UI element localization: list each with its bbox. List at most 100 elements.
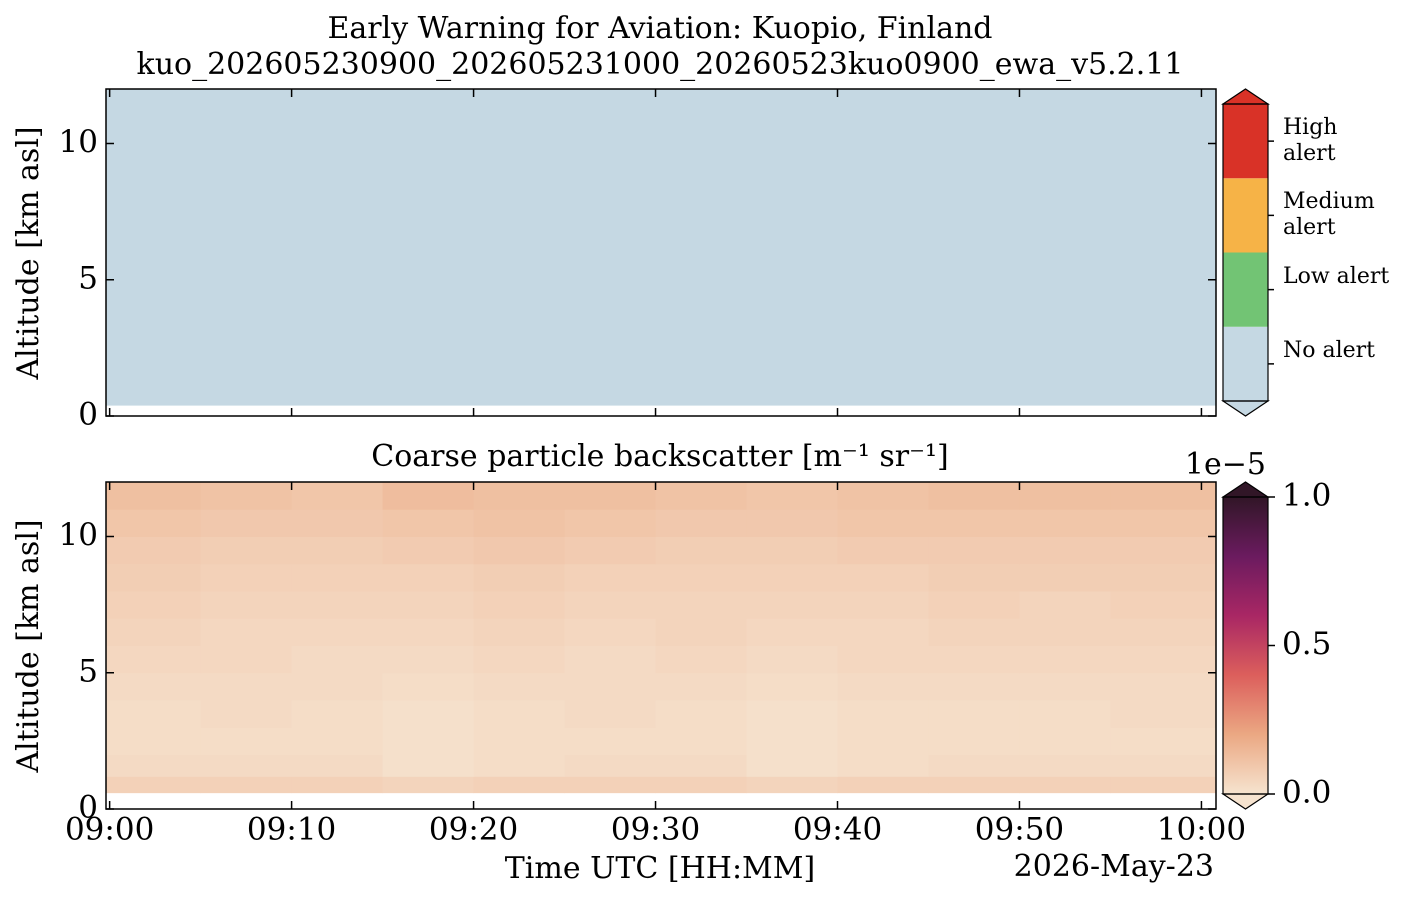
heatmap-cell [655,700,748,728]
chart-subtitle: kuo_202605230900_202605231000_20260523ku… [137,47,1184,82]
colorbar-segment [1223,326,1268,401]
heatmap-cell [106,509,202,537]
heatmap-cell [564,645,657,674]
heatmap-cell [1110,727,1217,755]
heatmap-cell [291,672,384,701]
x-tick-label: 09:40 [793,812,882,848]
heatmap-cell [1110,672,1217,701]
colorbar-label: High alert [1283,115,1338,167]
heatmap-cell [564,754,657,777]
x-tick-label: 09:00 [65,812,154,848]
x-axis-label: Time UTC [HH:MM] [505,851,815,886]
heatmap-cell [106,618,202,646]
heatmap-cell [473,776,566,794]
heatmap-cell [291,645,384,674]
heatmap-cell [1019,700,1111,728]
heatmap-cell [473,700,566,728]
date-label: 2026-May-23 [1014,849,1214,884]
heatmap-cell [564,482,657,510]
heatmap-cell [928,672,1020,701]
heatmap-cell [746,618,839,646]
x-tick-label: 09:30 [611,812,700,848]
heatmap-cell [837,563,929,592]
heatmap-cell [564,727,657,755]
heatmap-cell [382,482,475,510]
heatmap-cell [106,591,202,619]
heatmap-cell [291,482,384,510]
colorbar-frame [1222,103,1269,402]
heatmap-cell [655,563,748,592]
heatmap-cell [291,563,384,592]
heatmap-cell [1110,618,1217,646]
heatmap-cell [382,700,475,728]
heatmap-cell [837,700,929,728]
colorbar-tick-label: 0.0 [1282,775,1331,811]
heatmap-cell [837,618,929,646]
heatmap-cell [473,618,566,646]
heatmap-cell [473,591,566,619]
colorbar-label: Low alert [1283,263,1390,289]
x-tick-label: 09:20 [429,812,518,848]
y-tick-label: 5 [78,260,98,296]
heatmap-cell [291,727,384,755]
heatmap-cell [106,727,202,755]
heatmap-cell [1110,700,1217,728]
heatmap-cell [564,591,657,619]
x-tick-label: 10:00 [1157,812,1246,848]
heatmap-cell [473,645,566,674]
heatmap-cell [382,563,475,592]
heatmap-cell [1110,536,1217,565]
heatmap-cell [746,700,839,728]
heatmap-cell [928,700,1020,728]
heatmap-cell [746,591,839,619]
heatmap-cell [837,754,929,777]
chart-title: Early Warning for Aviation: Kuopio, Finl… [327,11,992,46]
heatmap-cell [200,700,293,728]
heatmap-cell [1110,482,1217,510]
heatmap-cell [106,776,202,794]
colorbar-extend [1221,481,1270,498]
heatmap-cell [746,727,839,755]
heatmap-cell [106,89,1217,406]
heatmap-cell [473,482,566,510]
heatmap-cell [928,754,1020,777]
heatmap-cell [837,727,929,755]
heatmap-cell [837,536,929,565]
colorbar-label: No alert [1283,337,1376,363]
heatmap-cell [200,645,293,674]
y-axis-label: Altitude [km asl] [11,126,46,380]
heatmap-cell [655,618,748,646]
heatmap-cell [291,754,384,777]
heatmap-cell [106,563,202,592]
heatmap-cell [382,754,475,777]
heatmap-cell [473,727,566,755]
heatmap-cell [928,645,1020,674]
heatmap-cell [1019,591,1111,619]
y-tick-label: 10 [59,517,98,553]
heatmap-cell [928,591,1020,619]
heatmap-cell [1019,776,1111,794]
heatmap-cell [473,509,566,537]
heatmap-cell [106,645,202,674]
heatmap-cell [655,482,748,510]
heatmap-cell [473,563,566,592]
heatmap-cell [1019,482,1111,510]
heatmap-cell [382,618,475,646]
heatmap-cell [106,536,202,565]
panel-title: Coarse particle backscatter [m⁻¹ sr⁻¹] [371,439,948,474]
heatmap-cell [200,754,293,777]
colorbar-extend [1221,400,1270,417]
heatmap-cell [564,700,657,728]
heatmap-cell [928,727,1020,755]
heatmap-cell [837,645,929,674]
heatmap-cell [837,776,929,794]
heatmap-cell [106,482,202,510]
heatmap-cell [928,776,1020,794]
heatmap-cell [1019,536,1111,565]
heatmap-cell [1110,509,1217,537]
heatmap-cell [655,536,748,565]
heatmap-cell [837,672,929,701]
heatmap-cell [1019,727,1111,755]
colorbar-offset: 1e−5 [1185,447,1266,482]
